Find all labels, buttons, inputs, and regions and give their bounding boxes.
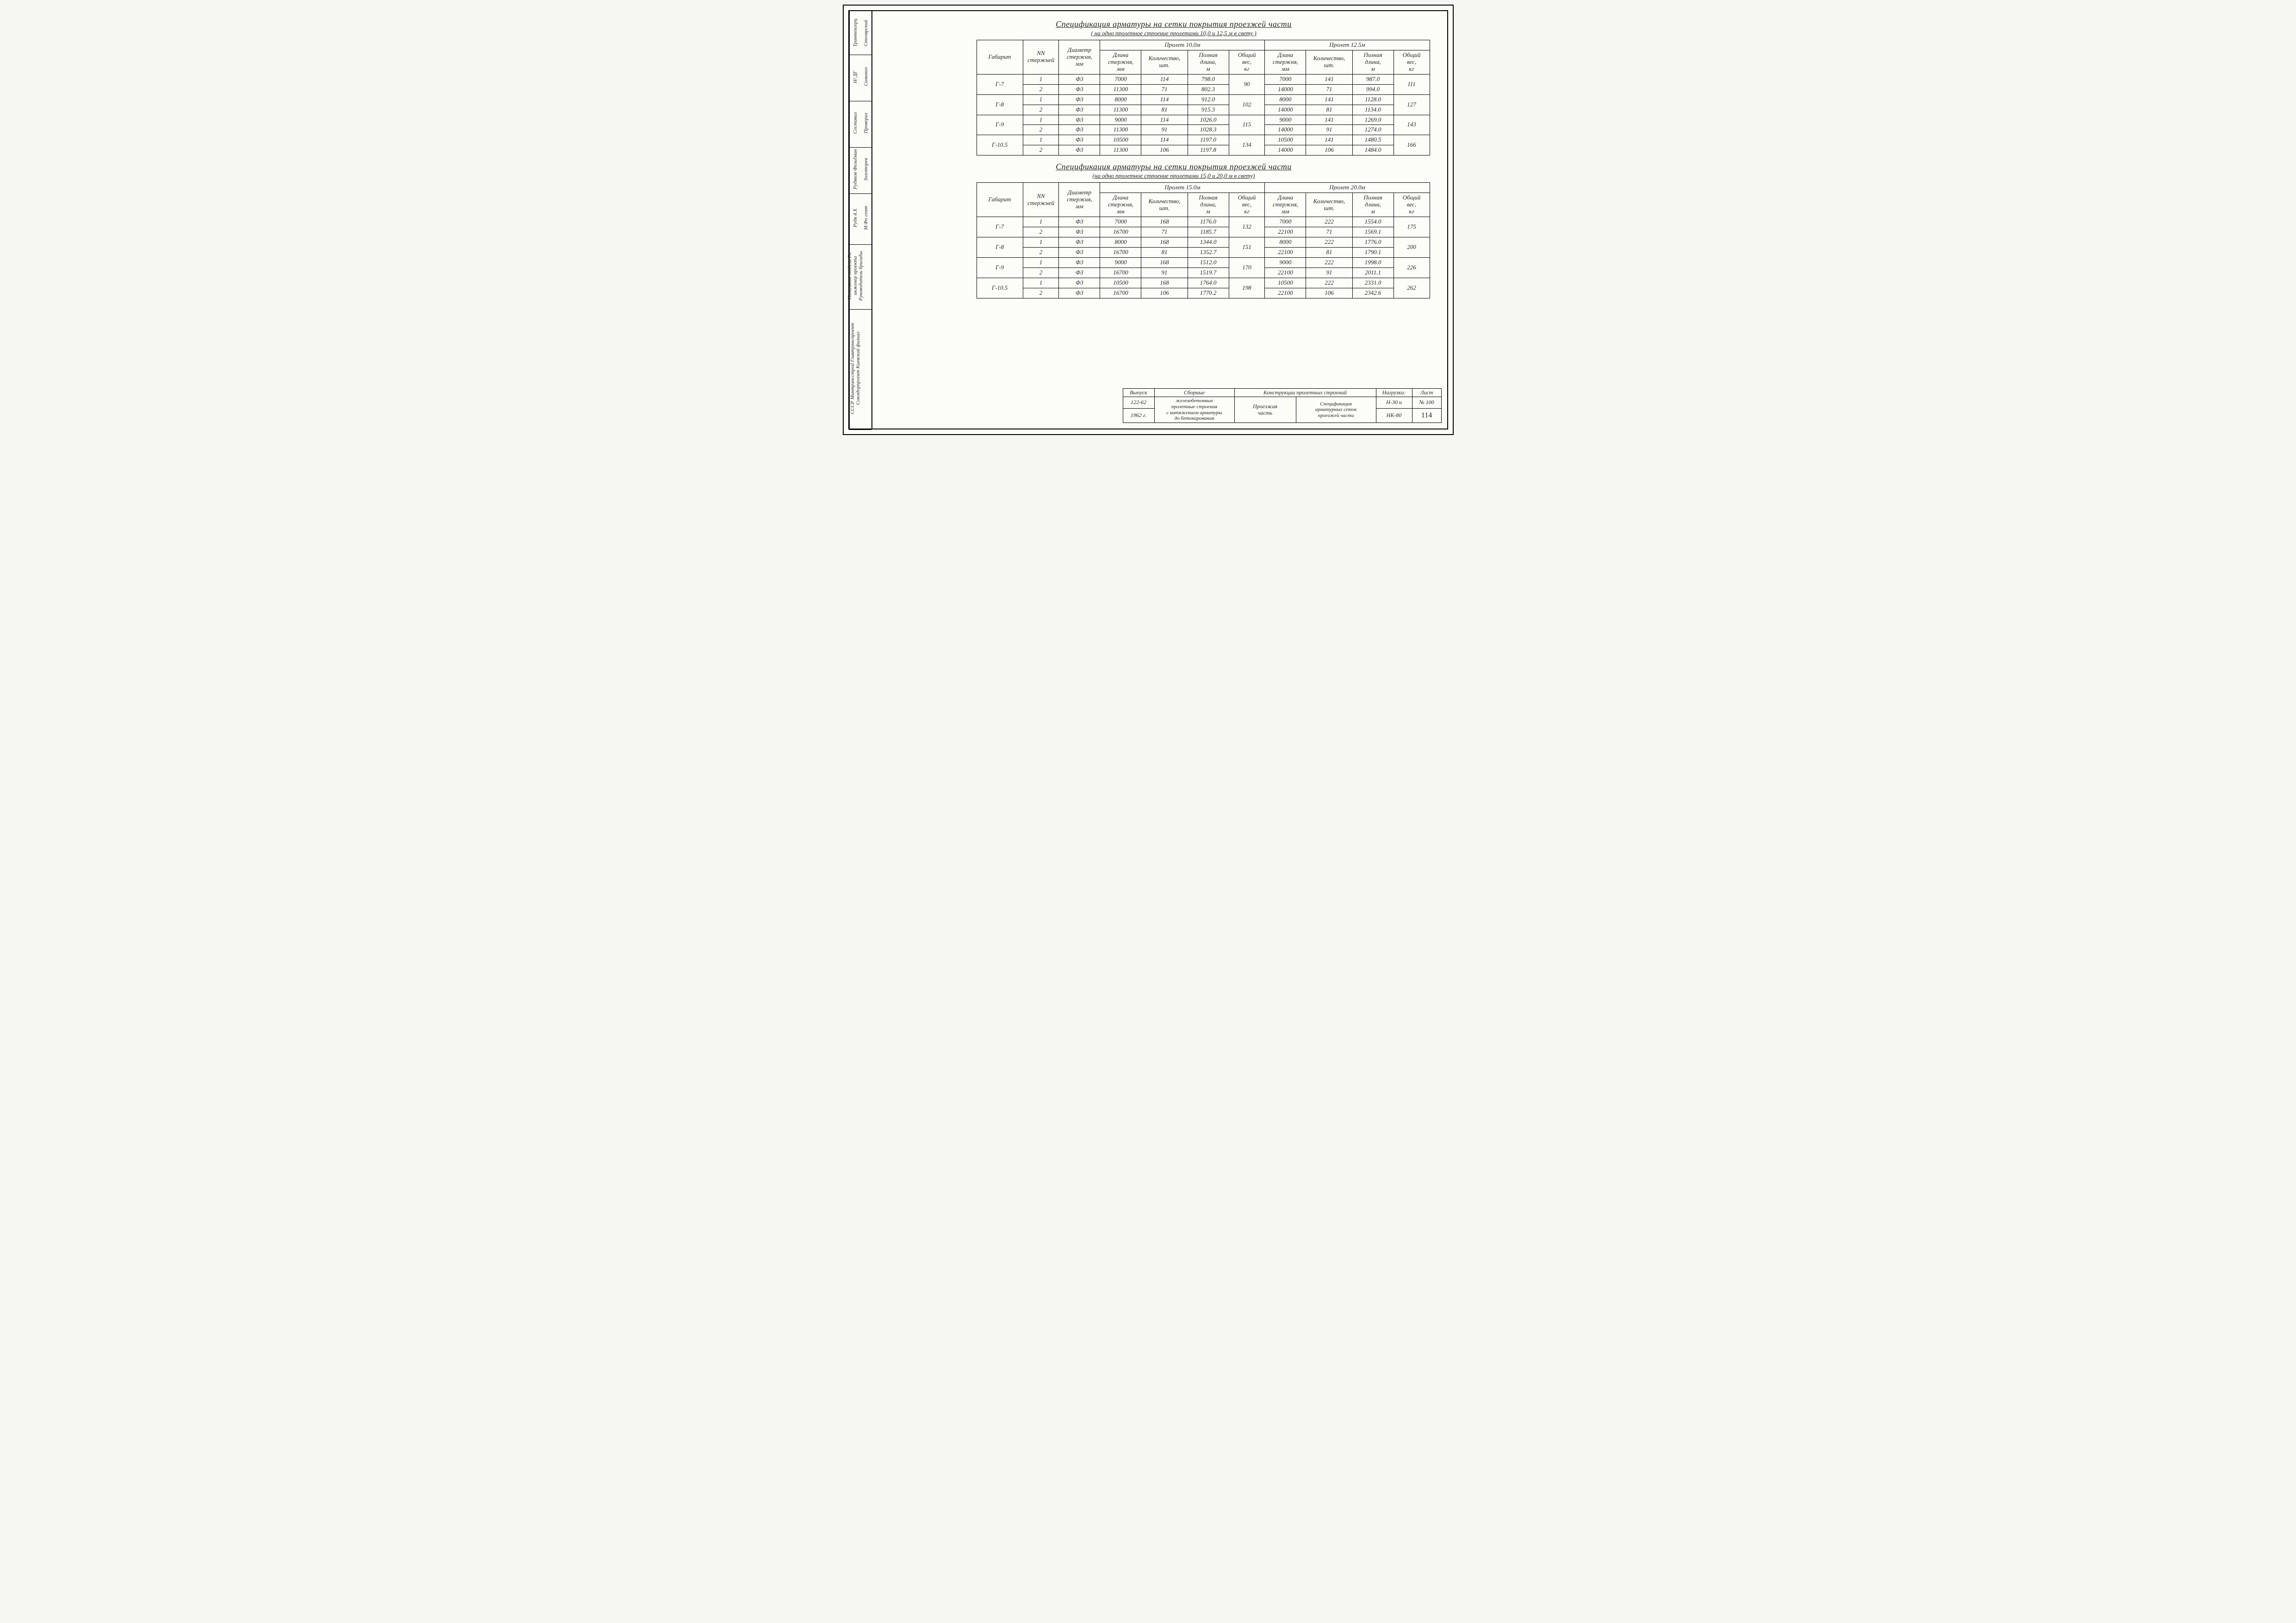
title-block: Выпуск Сборные Конструкции пролетных стр… — [1123, 388, 1442, 423]
desc2: железобетонныепролетные строенияс натяже… — [1154, 397, 1234, 423]
table-row: Г-71Ф370001681176.013270002221554.0175 — [977, 217, 1430, 227]
drawing-sheet: ТрантенгерцСтолярскийН/ ДГСиминизСостави… — [843, 5, 1454, 435]
table-row: Г-81Ф38000114912.010280001411128.0127 — [977, 94, 1430, 105]
table2-subtitle: (на одно пролетное строение пролетами 15… — [912, 172, 1436, 180]
sub2: Спецификацияарматурных сетокпроезжей час… — [1296, 397, 1376, 423]
spec-table-1: ГабаритNNстержнейДиаметрстержня,ммПролет… — [977, 40, 1430, 155]
strip-cell: Симиниз — [860, 53, 871, 101]
nagr2: НК-80 — [1376, 409, 1412, 423]
revision-strip: ТрантенгерцСтолярскийН/ ДГСиминизСостави… — [848, 10, 871, 429]
list-label: Лист — [1412, 388, 1441, 397]
nagr1: Н-30 и — [1376, 397, 1412, 409]
table-row: 2Ф31130081915.314000811134.0 — [977, 105, 1430, 115]
content-area: Спецификация арматуры на сетки покрытия … — [912, 19, 1436, 421]
strip-cell: М.Фо сент — [860, 192, 871, 245]
strip-cell: Начальник отдела Гл. инженер проекта Рук… — [849, 243, 861, 310]
strip-cell: Н/ ДГ — [849, 53, 861, 101]
table-row: Г-91Ф390001681512.017090002221998.0226 — [977, 257, 1430, 267]
table-row: Г-91Ф390001141026.011590001411269.0143 — [977, 115, 1430, 125]
table-row: 2Ф3167001061770.2221001062342.6 — [977, 288, 1430, 298]
strip-cell: СССР Минтрансстрой Главтранспроект Союзд… — [849, 307, 861, 430]
table-row: Г-81Ф380001681344.015180002221776.0200 — [977, 237, 1430, 247]
table-row: 2Ф316700811352.722100811790.1 — [977, 247, 1430, 257]
year: 1962 г. — [1123, 409, 1154, 423]
list-no: № 100 — [1412, 397, 1441, 409]
desc1: Сборные — [1154, 388, 1234, 397]
spec-table-2: ГабаритNNстержнейДиаметрстержня,ммПролет… — [977, 182, 1430, 298]
strip-cell: Столярский — [860, 11, 871, 55]
tb-heading: Конструкции пролетных строений — [1234, 388, 1376, 397]
page-num: 114 — [1412, 409, 1441, 423]
sub1: Проезжаячасть — [1234, 397, 1296, 423]
vypusk-label: Выпуск — [1123, 388, 1154, 397]
table1-subtitle: ( на одно пролетное строение пролетами 1… — [912, 30, 1436, 37]
table1-title: Спецификация арматуры на сетки покрытия … — [912, 19, 1436, 29]
strip-cell: Составил — [849, 99, 861, 148]
inner-frame: Спецификация арматуры на сетки покрытия … — [871, 10, 1448, 429]
table-row: 2Ф316700911519.722100912011.1 — [977, 267, 1430, 278]
table-row: Г-10.51Ф3105001681764.0198105002222331.0… — [977, 278, 1430, 288]
strip-cell — [860, 243, 871, 310]
strip-cell: Рудяков Фельдман — [849, 145, 861, 194]
table-row: 2Ф311300911028.314000911274.0 — [977, 125, 1430, 135]
table2-title: Спецификация арматуры на сетки покрытия … — [912, 162, 1436, 172]
table-row: 2Ф3113001061197.8140001061484.0 — [977, 145, 1430, 155]
table-row: Г-71Ф37000114798.0907000141987.0111 — [977, 74, 1430, 84]
strip-cell: Трантенгерц — [849, 11, 861, 55]
strip-cell: Золоторев — [860, 145, 871, 194]
strip-cell: Проверил — [860, 99, 871, 148]
table-row: Г-10.51Ф3105001141197.0134105001411480.5… — [977, 135, 1430, 145]
table-row: 2Ф316700711185.722100711569.1 — [977, 227, 1430, 237]
strip-cell — [860, 307, 871, 430]
table-row: 2Ф31130071802.31400071994.0 — [977, 84, 1430, 94]
strip-cell: Рудя 4.X — [849, 192, 861, 245]
nagr-label: Нагрузки: — [1376, 388, 1412, 397]
vypusk-num: 122-62 — [1123, 397, 1154, 409]
